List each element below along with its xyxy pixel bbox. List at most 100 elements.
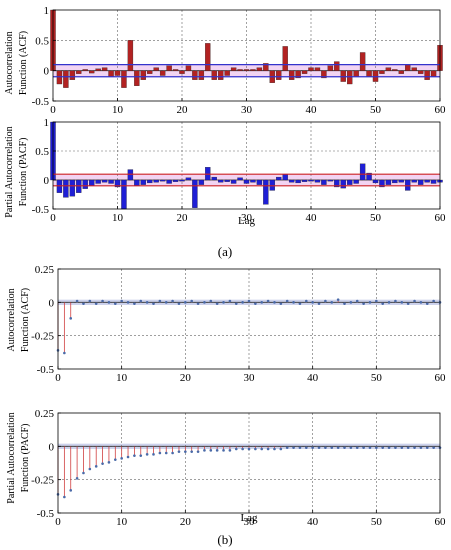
b_acf-point — [234, 302, 238, 305]
b_acf-point — [145, 301, 149, 304]
a_pacf-bar — [82, 179, 88, 189]
panel-a-pacf-ylabel-line1: Partial Autocorrelation — [4, 126, 15, 217]
a_acf-xtick-label: 0 — [50, 104, 56, 116]
b_acf-point — [413, 299, 416, 303]
b_pacf-point — [63, 495, 66, 499]
b_acf-point — [311, 301, 314, 304]
b_pacf-xtick-label: 50 — [371, 516, 383, 528]
a_pacf-bar — [179, 179, 185, 182]
panel-a-pacf-ylabel-line2: Function (PACF) — [18, 138, 29, 207]
a_pacf-bar — [301, 179, 308, 182]
b_pacf-point — [292, 446, 295, 449]
a_pacf-xlabel: Lag — [238, 215, 256, 227]
b_pacf-point — [184, 450, 187, 453]
a_pacf-xtick-label: 30 — [241, 212, 253, 224]
a_acf-bar — [256, 67, 263, 71]
a_acf-bar — [76, 70, 82, 74]
a_pacf-bar — [121, 179, 127, 210]
b_pacf-point — [375, 446, 378, 449]
b_pacf-point — [368, 446, 372, 449]
a_acf-bar — [198, 70, 205, 80]
panel-b-acf-ylabel-line1: Autocorrelation — [6, 288, 17, 351]
a_acf-bar — [82, 69, 88, 71]
a_pacf-bar — [411, 179, 417, 183]
a_acf-bar — [282, 46, 288, 71]
b_pacf-point — [247, 447, 251, 451]
b_acf-point — [101, 299, 104, 303]
b_pacf-point — [279, 447, 283, 451]
a_acf-bar — [295, 70, 301, 79]
a_acf-bar — [430, 70, 437, 77]
b_acf-point — [400, 301, 404, 304]
b_acf-point — [63, 351, 66, 355]
b_pacf-point — [126, 455, 130, 459]
b_acf-point — [425, 302, 429, 305]
b_acf-point — [285, 299, 289, 303]
a_pacf-bar — [359, 163, 366, 181]
a_acf-bar — [334, 61, 340, 71]
b_acf-ytick-label: 0.25 — [35, 264, 55, 276]
b_pacf-point — [324, 446, 327, 449]
a_pacf-bar — [417, 179, 424, 185]
a_acf-bar — [263, 63, 269, 71]
a_pacf-bar — [392, 179, 398, 184]
b_pacf-xtick-label: 20 — [180, 516, 192, 528]
a_pacf-bar — [308, 179, 314, 182]
a_acf-bar — [411, 67, 417, 71]
a_pacf-bar — [276, 176, 282, 181]
b_acf-point — [203, 301, 206, 304]
b_acf-xtick-label: 10 — [116, 372, 128, 384]
panel-b-pacf-chart: Partial Autocorrelation Function (PACF) … — [6, 408, 446, 528]
b_acf-point — [107, 301, 111, 304]
a_acf-bar — [114, 70, 121, 76]
b_acf-point — [387, 301, 391, 304]
b_acf-point — [247, 299, 251, 303]
b_pacf-point — [400, 446, 404, 449]
b_pacf-point — [222, 449, 225, 452]
a_acf-bar — [205, 43, 211, 71]
b_pacf-point — [330, 446, 334, 449]
a_acf-ytick-label: 0.5 — [35, 35, 49, 47]
b_pacf-point — [69, 489, 73, 492]
a_acf-bar — [288, 70, 295, 80]
a_pacf-bar — [366, 172, 372, 181]
b_pacf-point — [94, 465, 98, 468]
a_pacf-bar — [153, 179, 159, 183]
a_acf-bar — [147, 70, 153, 74]
a_pacf-bar — [192, 179, 198, 208]
panel-b-acf-ylabel-line2: Function (ACF) — [20, 288, 31, 352]
a_pacf-bar — [256, 179, 263, 185]
a_pacf-xtick-label: 50 — [370, 212, 382, 224]
b_acf-point — [94, 302, 98, 305]
a_pacf-xtick-label: 40 — [306, 212, 318, 224]
a_pacf-ytick-label: 0 — [44, 175, 50, 187]
a_acf-bar — [327, 65, 334, 71]
b_pacf-point — [317, 446, 321, 449]
a_pacf-bar — [372, 179, 379, 184]
b_pacf-point — [419, 446, 423, 449]
b_pacf-point — [209, 449, 213, 452]
a_pacf-bar — [114, 179, 121, 188]
a_pacf-bar — [424, 179, 430, 183]
b_pacf-point — [234, 447, 238, 451]
b_pacf-point — [164, 451, 168, 455]
b_acf-point — [82, 302, 85, 305]
b_acf-point — [355, 299, 359, 303]
b_acf-point — [139, 299, 143, 303]
b_pacf-point — [311, 446, 314, 449]
a_acf-bar — [276, 70, 282, 80]
b_acf-point — [158, 299, 162, 303]
a_acf-bar — [166, 65, 172, 71]
b_pacf-point — [285, 446, 289, 449]
b_acf-point — [260, 301, 264, 304]
b_acf-point — [362, 302, 365, 305]
b_acf-point — [292, 301, 295, 304]
b_acf-point — [241, 301, 244, 304]
a_pacf-bar — [166, 179, 172, 184]
a_acf-bar — [224, 70, 230, 76]
a_acf-bar — [424, 70, 430, 80]
b_acf-point — [75, 299, 79, 303]
b_pacf-point — [215, 449, 219, 452]
a_acf-bar — [56, 70, 63, 85]
b_acf-point — [228, 299, 232, 303]
